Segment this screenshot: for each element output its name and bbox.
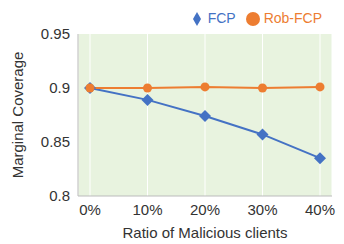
svg-text:0.95: 0.95 bbox=[41, 25, 70, 42]
html-text:FCP: FCP bbox=[207, 10, 236, 26]
svg-text:0%: 0% bbox=[79, 201, 101, 218]
svg-text:0.9: 0.9 bbox=[49, 79, 70, 96]
svg-text:10%: 10% bbox=[132, 201, 162, 218]
html-text:Rob-FCP: Rob-FCP bbox=[263, 10, 322, 26]
svg-text:30%: 30% bbox=[247, 201, 277, 218]
svg-text:40%: 40% bbox=[305, 201, 335, 218]
svg-text:Ratio of Malicious clients: Ratio of Malicious clients bbox=[122, 224, 287, 241]
svg-text:0.85: 0.85 bbox=[41, 133, 70, 150]
svg-text:Marginal Coverage: Marginal Coverage bbox=[9, 52, 26, 179]
svg-text:20%: 20% bbox=[190, 201, 220, 218]
svg-text:0.8: 0.8 bbox=[49, 187, 70, 204]
